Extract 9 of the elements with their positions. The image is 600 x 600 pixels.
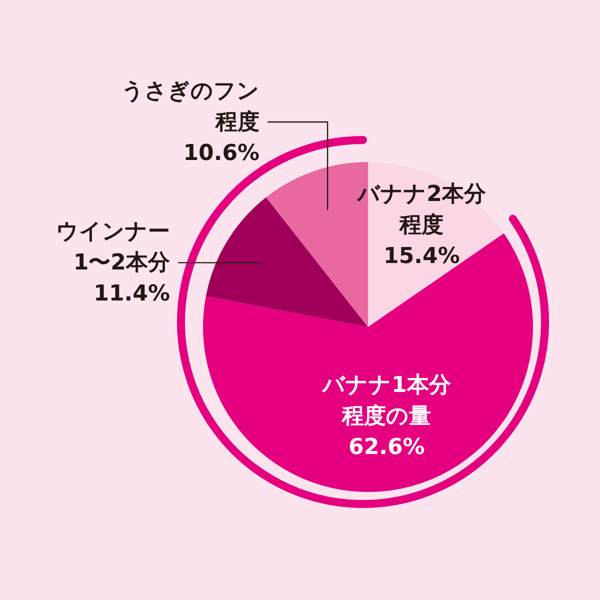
data-label: 15.4% [384, 243, 460, 268]
pie-slice [203, 233, 533, 492]
slice-label: うさぎのフン程度 [122, 78, 260, 134]
data-label: 11.4% [94, 281, 170, 306]
data-label: 10.6% [183, 140, 260, 166]
data-label: 62.6% [348, 434, 425, 460]
slice-label: ウインナー1〜2本分 [56, 219, 171, 276]
slice-label: バナナ1本分程度の量 [320, 372, 452, 428]
slice-label: バナナ2本分程度 [356, 181, 487, 238]
